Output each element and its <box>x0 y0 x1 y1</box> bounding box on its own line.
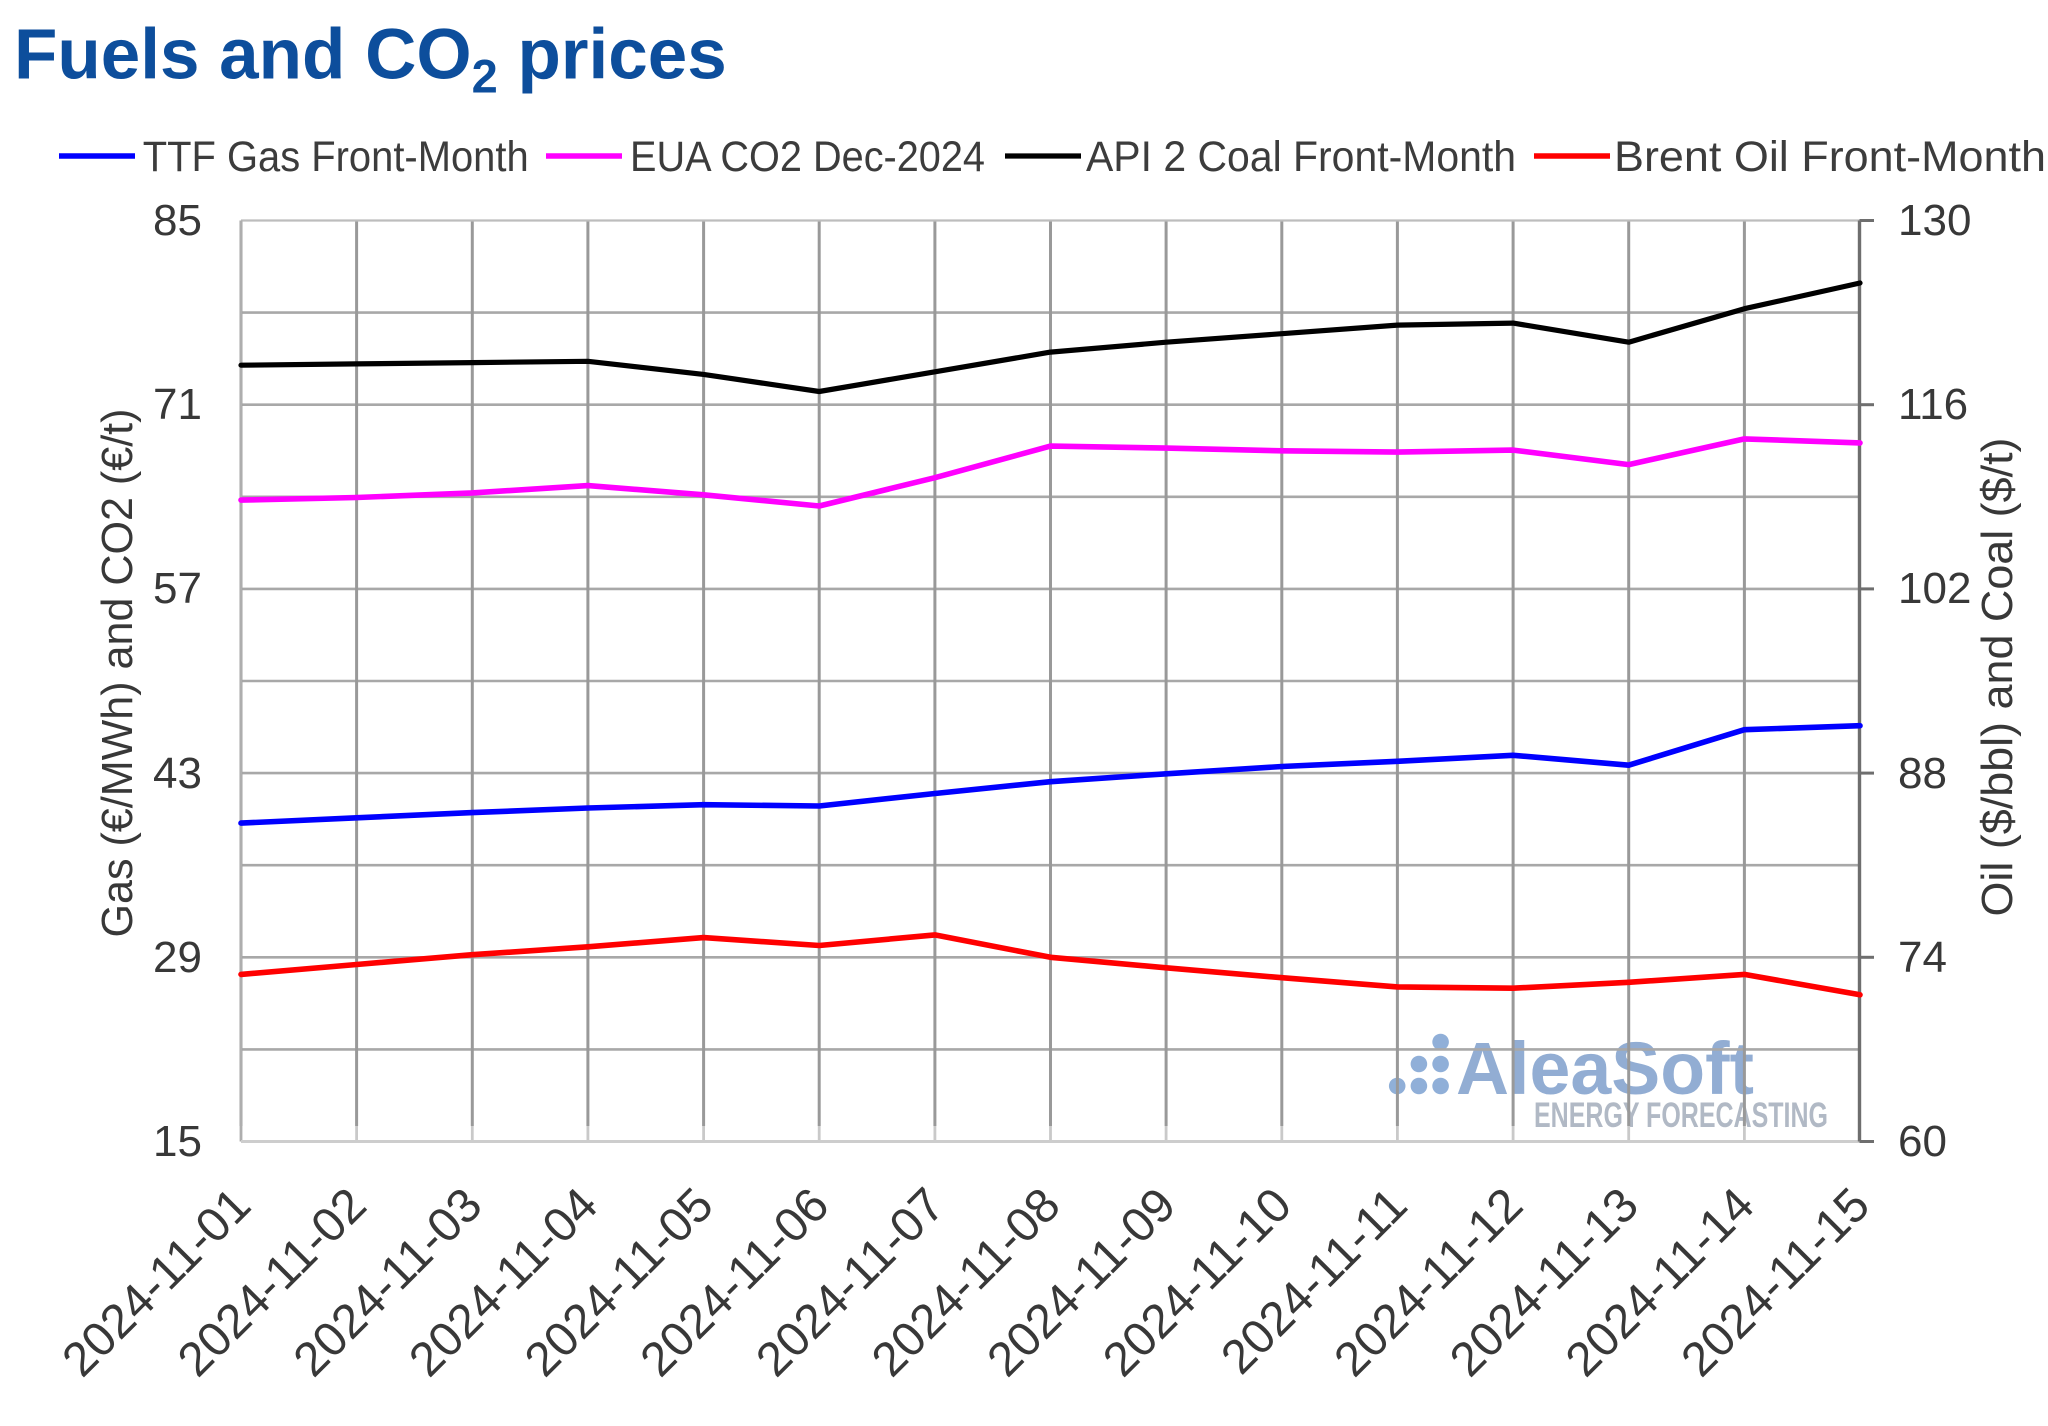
svg-text:Gas (€/MWh) and CO2 (€/t): Gas (€/MWh) and CO2 (€/t) <box>93 409 142 938</box>
svg-text:ENERGY FORECASTING: ENERGY FORECASTING <box>1534 1096 1828 1135</box>
svg-text:TTF Gas Front-Month: TTF Gas Front-Month <box>143 133 529 181</box>
svg-text:102: 102 <box>1898 564 1971 613</box>
svg-text:71: 71 <box>153 380 202 429</box>
svg-text:74: 74 <box>1898 933 1947 982</box>
svg-text:43: 43 <box>153 749 202 798</box>
svg-text:Fuels and CO2 prices: Fuels and CO2 prices <box>14 16 727 103</box>
svg-text:57: 57 <box>153 564 202 613</box>
svg-text:29: 29 <box>153 933 202 982</box>
svg-text:88: 88 <box>1898 749 1947 798</box>
svg-text:EUA CO2 Dec-2024: EUA CO2 Dec-2024 <box>630 133 985 181</box>
svg-text:15: 15 <box>153 1117 202 1166</box>
svg-text:130: 130 <box>1898 196 1971 245</box>
svg-text:60: 60 <box>1898 1117 1947 1166</box>
svg-text:API 2 Coal Front-Month: API 2 Coal Front-Month <box>1086 133 1516 181</box>
svg-text:116: 116 <box>1898 380 1968 429</box>
svg-text:Brent Oil Front-Month: Brent Oil Front-Month <box>1614 133 2046 181</box>
svg-text:AleaSoft: AleaSoft <box>1456 1027 1754 1110</box>
svg-text:85: 85 <box>153 196 202 245</box>
svg-text:Oil ($/bbl) and Coal ($/t): Oil ($/bbl) and Coal ($/t) <box>1973 438 2022 917</box>
